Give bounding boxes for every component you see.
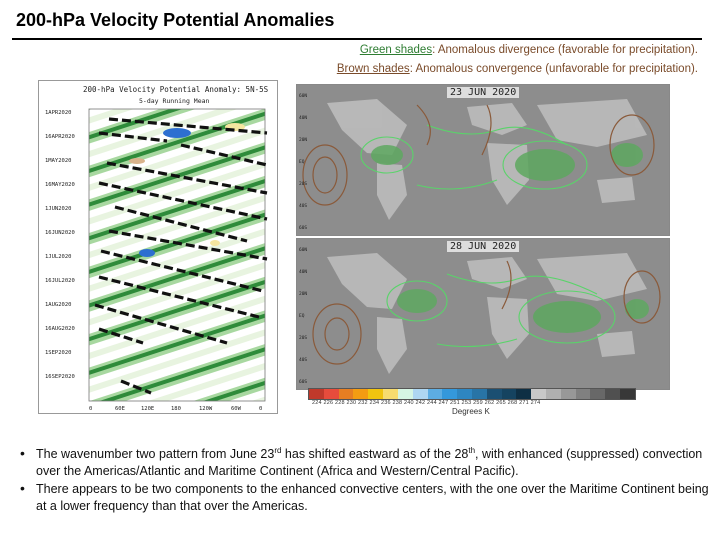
hov-date-label: 1APR2020 (45, 110, 72, 116)
map-lat-label: 20S (299, 335, 307, 341)
map-lat-label: 20N (299, 291, 307, 297)
hovmoller-panel: 200-hPa Velocity Potential Anomaly: 5N-5… (38, 80, 278, 414)
hov-lon-label: 0 (89, 406, 92, 412)
hov-date-label: 16AUG2020 (45, 326, 75, 332)
colorbar-swatch (501, 389, 517, 399)
colorbar-swatch (309, 389, 324, 399)
colorbar-swatch (442, 389, 458, 399)
map-lat-label: 40S (299, 357, 307, 363)
colorbar-swatch (368, 389, 384, 399)
map-lat-axis: 60N 40N 20N EQ 20S 40S 60S (299, 247, 307, 385)
map-lat-label: 60N (299, 93, 307, 99)
colorbar-swatch (590, 389, 606, 399)
colorbar-swatch (457, 389, 472, 399)
hov-date-label: 16SEP2020 (45, 374, 75, 380)
map-lat-label: 40S (299, 203, 307, 209)
hov-yellow-anomaly (210, 240, 220, 246)
hov-date-label: 16JUL2020 (45, 278, 75, 284)
colorbar-swatch (383, 389, 398, 399)
map-svg-top: 60N 40N 20N EQ 20S 40S 60S (297, 85, 669, 235)
map-date-bottom: 28 JUN 2020 (447, 241, 520, 252)
map-lat-label: 60S (299, 379, 307, 385)
hov-lon-label: 180 (171, 406, 181, 412)
hov-lon-label: 120E (141, 406, 154, 412)
hov-lon-label: 60W (231, 406, 242, 412)
hov-blue-anomaly (139, 249, 155, 257)
map-lat-label: 40N (299, 115, 307, 121)
colorbar-swatch (412, 389, 428, 399)
hovmoller-lon-axis: 0 60E 120E 180 120W 60W 0 (89, 406, 262, 412)
colorbar-swatch (560, 389, 576, 399)
map-lat-label: EQ (299, 159, 305, 165)
colorbar-swatch (338, 389, 354, 399)
hovmoller-date-axis: 1APR2020 16APR2020 1MAY2020 16MAY2020 1J… (45, 110, 75, 380)
hov-brown-anomaly (129, 158, 145, 164)
colorbar-units: Degrees K (452, 407, 490, 416)
map-lat-axis: 60N 40N 20N EQ 20S 40S 60S (299, 93, 307, 231)
hovmoller-subtitle: 5-day Running Mean (139, 97, 210, 105)
hov-lon-label: 0 (259, 406, 262, 412)
hov-lon-label: 120W (199, 406, 213, 412)
colorbar-swatch (546, 389, 561, 399)
map-lat-label: 40N (299, 269, 307, 275)
colorbar-swatch (620, 389, 635, 399)
map-lat-label: 20N (299, 137, 307, 143)
map-divergence (515, 149, 575, 181)
hovmoller-dashed-lines (94, 117, 268, 395)
colorbar-swatch (516, 389, 532, 399)
colorbar-swatch (531, 389, 546, 399)
legend-green-text: : Anomalous divergence (favorable for pr… (432, 44, 698, 56)
hov-date-label: 1JUL2020 (45, 254, 72, 260)
hov-date-label: 16MAY2020 (45, 182, 75, 188)
legend-brown: Brown shades: Anomalous convergence (unf… (337, 63, 698, 75)
map-lat-label: 60N (299, 247, 307, 253)
map-divergence (371, 145, 403, 165)
colorbar-swatch (427, 389, 443, 399)
map-lat-label: 60S (299, 225, 307, 231)
map-divergence (533, 301, 601, 333)
hov-date-label: 16APR2020 (45, 134, 75, 140)
map-panel-top: 60N 40N 20N EQ 20S 40S 60S 23 JUN 2020 (296, 84, 670, 236)
colorbar-swatch (323, 389, 339, 399)
map-lat-label: 20S (299, 181, 307, 187)
legend-brown-text: : Anomalous convergence (unfavorable for… (409, 63, 698, 75)
map-panel-bottom: 60N 40N 20N EQ 20S 40S 60S 28 JUN 2020 (296, 238, 670, 390)
colorbar-ticks: 224 226 228 230 232 234 236 238 240 242 … (312, 400, 541, 406)
hov-date-label: 16JUN2020 (45, 230, 75, 236)
hovmoller-svg: 200-hPa Velocity Potential Anomaly: 5N-5… (45, 85, 269, 412)
hov-date-label: 1AUG2020 (45, 302, 72, 308)
map-divergence (397, 289, 437, 313)
title-rule (12, 38, 702, 40)
hov-lon-label: 60E (115, 406, 125, 412)
colorbar (308, 388, 636, 400)
legend-green-key: Green shades (359, 44, 433, 56)
hov-date-label: 1SEP2020 (45, 350, 72, 356)
hov-blue-anomaly (163, 128, 191, 138)
slide-title: 200-hPa Velocity Potential Anomalies (16, 10, 335, 30)
colorbar-swatch (605, 389, 621, 399)
colorbar-swatch (575, 389, 591, 399)
colorbar-swatch (397, 389, 413, 399)
legend-green: Green shades: Anomalous divergence (favo… (360, 44, 698, 56)
hov-date-label: 1JUN2020 (45, 206, 72, 212)
map-svg-bottom: 60N 40N 20N EQ 20S 40S 60S (297, 239, 669, 389)
map-divergence (625, 299, 649, 319)
map-date-top: 23 JUN 2020 (447, 87, 520, 98)
bullet-list: The wavenumber two pattern from June 23r… (20, 445, 710, 516)
bullet-item: There appears to be two components to th… (20, 480, 710, 515)
map-divergence (611, 143, 643, 167)
colorbar-swatch (486, 389, 502, 399)
bullet-item: The wavenumber two pattern from June 23r… (20, 445, 710, 480)
colorbar-swatch (471, 389, 487, 399)
hov-date-label: 1MAY2020 (45, 158, 72, 164)
colorbar-swatch (353, 389, 369, 399)
map-lat-label: EQ (299, 313, 305, 319)
hovmoller-title: 200-hPa Velocity Potential Anomaly: 5N-5… (83, 85, 269, 94)
legend-brown-key: Brown shades (336, 63, 410, 75)
